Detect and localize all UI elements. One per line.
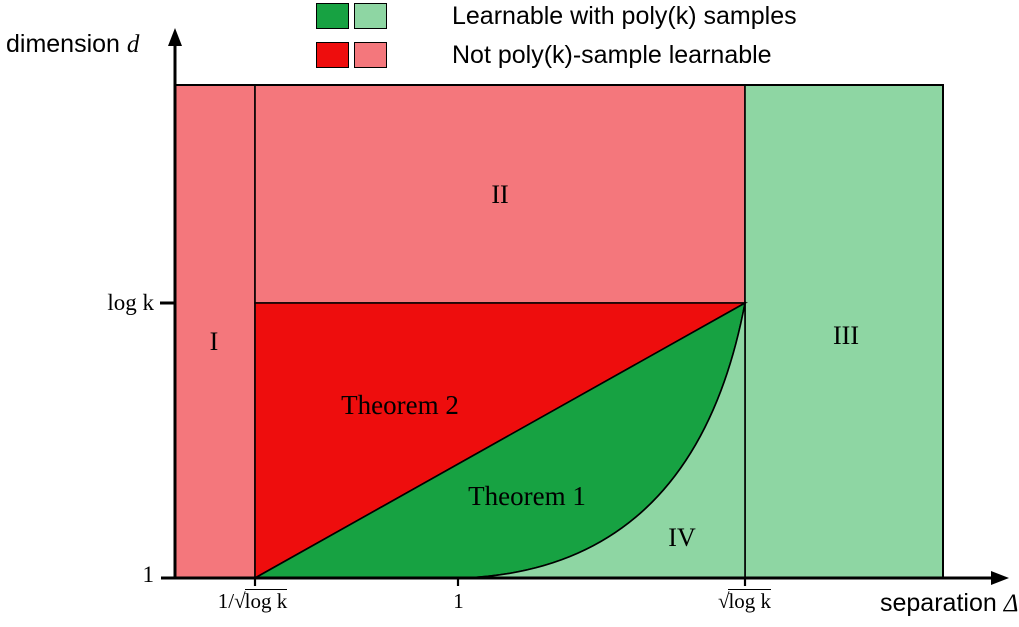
region-iv-label: IV bbox=[668, 523, 696, 552]
x-tick-sqrt-radicand: log k bbox=[728, 589, 772, 613]
region-ii-area bbox=[254, 84, 746, 304]
legend-label-not-learnable: Not poly(k)-sample learnable bbox=[452, 40, 772, 69]
region-iv-area bbox=[464, 302, 746, 579]
y-axis-title-text: dimension bbox=[6, 30, 127, 58]
y-axis-title-var: d bbox=[126, 31, 140, 58]
x-tick-sqrt-label: √log k bbox=[682, 589, 807, 614]
y-axis-arrow-icon bbox=[168, 28, 182, 46]
legend-swatch-light-red-icon bbox=[354, 42, 387, 68]
legend-row-not-learnable: Not poly(k)-sample learnable bbox=[316, 41, 797, 69]
y-axis-title: dimension d bbox=[6, 30, 139, 59]
legend-swatch-dark-green-icon bbox=[316, 3, 349, 29]
region-iii-label: III bbox=[833, 321, 859, 350]
legend: Learnable with poly(k) samples Not poly(… bbox=[316, 2, 797, 80]
x-tick-one-label: 1 bbox=[428, 589, 488, 614]
region-ii-label: II bbox=[491, 180, 508, 209]
region-i-label: I bbox=[210, 327, 219, 356]
legend-swatch-light-green-icon bbox=[354, 3, 387, 29]
legend-row-learnable: Learnable with poly(k) samples bbox=[316, 2, 797, 30]
x-tick-invsqrt-label: 1/√log k bbox=[190, 589, 315, 614]
legend-swatch-bright-red-icon bbox=[316, 42, 349, 68]
y-tick-logk-label: log k bbox=[107, 290, 154, 315]
theorem1-label: Theorem 1 bbox=[468, 481, 586, 511]
x-axis-title-var: Δ bbox=[1003, 590, 1019, 617]
theorem2-label: Theorem 2 bbox=[341, 390, 459, 420]
y-tick-one-label: 1 bbox=[142, 562, 155, 587]
x-tick-one-pre: 1 bbox=[453, 589, 464, 613]
x-tick-invsqrt-pre: 1/√ bbox=[217, 589, 246, 613]
legend-label-learnable: Learnable with poly(k) samples bbox=[452, 1, 797, 30]
region-i-area bbox=[174, 84, 256, 579]
x-axis-arrow-icon bbox=[991, 571, 1009, 585]
x-tick-invsqrt-radicand: log k bbox=[244, 589, 288, 613]
x-axis-title: separation Δ bbox=[880, 589, 1018, 618]
x-axis-title-text: separation bbox=[880, 589, 1004, 617]
x-tick-sqrt-pre: √ bbox=[717, 589, 730, 613]
